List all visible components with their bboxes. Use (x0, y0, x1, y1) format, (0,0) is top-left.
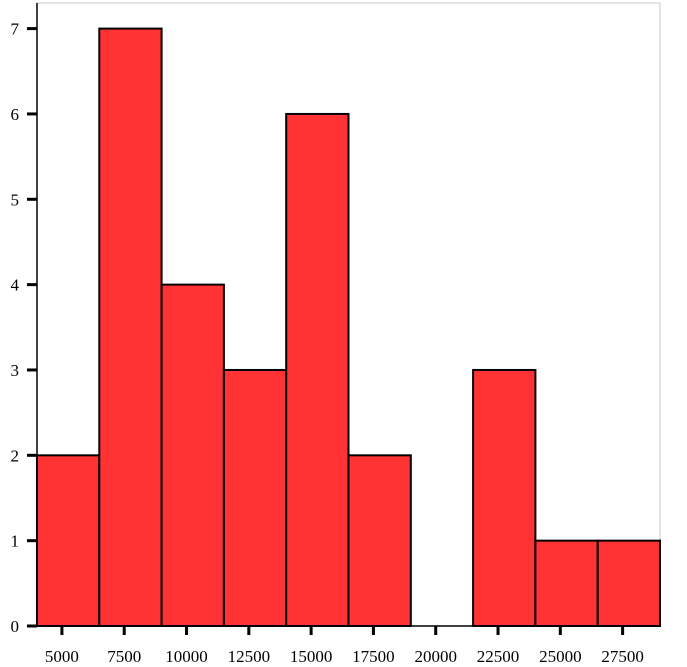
histogram-bar-7 (472, 368, 537, 627)
histogram-bar-1 (98, 27, 163, 628)
x-tick-label: 25000 (539, 647, 582, 666)
y-tick-label: 4 (11, 276, 20, 295)
x-tick-label: 12500 (228, 647, 271, 666)
x-tick-label: 10000 (165, 647, 208, 666)
x-tick-label: 5000 (45, 647, 79, 666)
x-tick-label: 17500 (352, 647, 395, 666)
histogram-bar-8 (534, 539, 599, 627)
histogram-bar-5 (347, 454, 412, 627)
histogram-bar-4 (285, 112, 350, 628)
y-tick-label: 0 (11, 617, 20, 636)
histogram-bar-2 (160, 283, 225, 627)
x-tick-label: 15000 (290, 647, 333, 666)
histogram-bar-3 (222, 368, 288, 627)
y-axis-ticks: 0 1 2 3 4 5 6 7 (11, 20, 37, 636)
x-tick-label: 20000 (414, 647, 457, 666)
y-tick-label: 6 (11, 105, 20, 124)
x-tick-label: 7500 (107, 647, 141, 666)
y-tick-label: 5 (11, 190, 20, 209)
y-tick-label: 3 (11, 361, 20, 380)
y-tick-label: 7 (11, 20, 20, 39)
y-tick-label: 2 (11, 446, 20, 465)
histogram-bar-0 (36, 454, 101, 627)
x-axis-ticks: 5000 7500 10000 12500 15000 17500 20000 22500 25… (45, 626, 644, 666)
x-tick-label: 22500 (477, 647, 520, 666)
x-tick-label: 27500 (601, 647, 644, 666)
bars-group (36, 27, 662, 628)
y-tick-label: 1 (11, 532, 20, 551)
histogram-bar-9 (596, 539, 662, 627)
